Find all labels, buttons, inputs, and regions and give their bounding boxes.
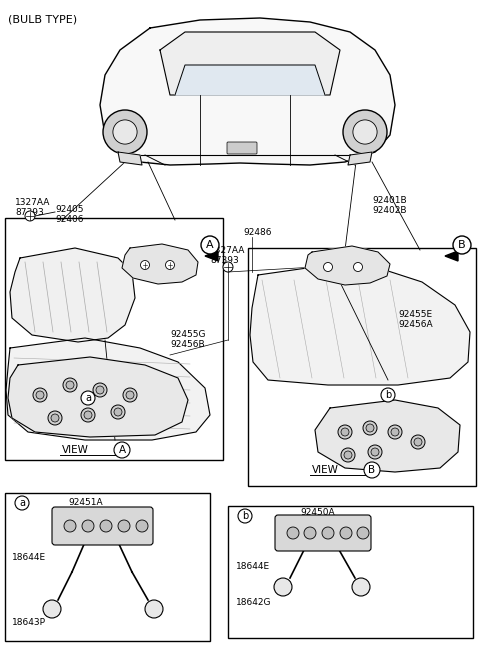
- Circle shape: [274, 578, 292, 596]
- Circle shape: [84, 411, 92, 419]
- Text: 92405
92406: 92405 92406: [55, 205, 84, 224]
- Circle shape: [338, 425, 352, 439]
- Circle shape: [33, 388, 47, 402]
- Polygon shape: [6, 338, 210, 440]
- Circle shape: [111, 405, 125, 419]
- Polygon shape: [348, 152, 372, 165]
- Circle shape: [66, 381, 74, 389]
- Text: 1327AA
87393: 1327AA 87393: [210, 246, 245, 265]
- Text: B: B: [458, 240, 466, 250]
- Text: A: A: [119, 445, 126, 455]
- Polygon shape: [100, 18, 395, 165]
- Circle shape: [63, 378, 77, 392]
- Circle shape: [81, 391, 95, 405]
- Polygon shape: [205, 251, 218, 261]
- Circle shape: [353, 120, 377, 144]
- Text: a: a: [85, 393, 91, 403]
- Circle shape: [145, 600, 163, 618]
- FancyBboxPatch shape: [52, 507, 153, 545]
- Circle shape: [304, 527, 316, 539]
- Circle shape: [166, 261, 175, 269]
- Circle shape: [324, 263, 333, 271]
- Circle shape: [48, 411, 62, 425]
- Circle shape: [453, 236, 471, 254]
- Circle shape: [368, 445, 382, 459]
- Circle shape: [343, 110, 387, 154]
- Text: 92451A: 92451A: [68, 498, 103, 507]
- Circle shape: [414, 438, 422, 446]
- Polygon shape: [118, 152, 142, 165]
- Circle shape: [388, 425, 402, 439]
- Circle shape: [363, 421, 377, 435]
- Circle shape: [341, 448, 355, 462]
- Text: VIEW: VIEW: [312, 465, 339, 475]
- Text: (BULB TYPE): (BULB TYPE): [8, 14, 77, 24]
- Circle shape: [136, 520, 148, 532]
- Circle shape: [141, 261, 149, 269]
- Text: 1327AA
87393: 1327AA 87393: [15, 198, 50, 217]
- Circle shape: [96, 386, 104, 394]
- Circle shape: [340, 527, 352, 539]
- Circle shape: [381, 388, 395, 402]
- Text: b: b: [242, 511, 248, 521]
- Polygon shape: [315, 400, 460, 472]
- Circle shape: [93, 383, 107, 397]
- Circle shape: [123, 388, 137, 402]
- Polygon shape: [175, 65, 325, 95]
- Circle shape: [114, 442, 130, 458]
- Polygon shape: [445, 251, 458, 261]
- Circle shape: [287, 527, 299, 539]
- Polygon shape: [122, 244, 198, 284]
- Text: 92401B
92402B: 92401B 92402B: [372, 196, 407, 215]
- Circle shape: [223, 262, 233, 272]
- Polygon shape: [8, 357, 188, 437]
- Text: b: b: [385, 390, 391, 400]
- Circle shape: [411, 435, 425, 449]
- Polygon shape: [160, 32, 340, 95]
- Circle shape: [238, 509, 252, 523]
- Text: 18644E: 18644E: [236, 562, 270, 571]
- Circle shape: [366, 424, 374, 432]
- Text: B: B: [369, 465, 375, 475]
- Text: 18642G: 18642G: [236, 598, 272, 607]
- Polygon shape: [305, 246, 390, 285]
- Text: 92455G
92456B: 92455G 92456B: [170, 330, 205, 350]
- Circle shape: [201, 236, 219, 254]
- Text: 92450A: 92450A: [300, 508, 335, 517]
- FancyBboxPatch shape: [275, 515, 371, 551]
- Circle shape: [15, 496, 29, 510]
- Circle shape: [344, 451, 352, 459]
- Text: 92455E
92456A: 92455E 92456A: [398, 310, 432, 330]
- Circle shape: [113, 120, 137, 144]
- Circle shape: [25, 211, 35, 221]
- Text: a: a: [19, 498, 25, 508]
- Polygon shape: [250, 265, 470, 385]
- Circle shape: [341, 428, 349, 436]
- Circle shape: [36, 391, 44, 399]
- Circle shape: [118, 520, 130, 532]
- Text: 18643P: 18643P: [12, 618, 46, 627]
- Circle shape: [82, 520, 94, 532]
- Polygon shape: [10, 248, 135, 342]
- Text: 18644E: 18644E: [12, 553, 46, 562]
- Circle shape: [126, 391, 134, 399]
- Text: 92486: 92486: [243, 228, 272, 237]
- Text: A: A: [206, 240, 214, 250]
- FancyBboxPatch shape: [227, 142, 257, 154]
- Circle shape: [357, 527, 369, 539]
- Circle shape: [100, 520, 112, 532]
- Circle shape: [352, 578, 370, 596]
- Circle shape: [43, 600, 61, 618]
- Circle shape: [64, 520, 76, 532]
- Circle shape: [51, 414, 59, 422]
- Circle shape: [81, 408, 95, 422]
- Circle shape: [114, 408, 122, 416]
- Circle shape: [391, 428, 399, 436]
- Circle shape: [364, 462, 380, 478]
- Circle shape: [371, 448, 379, 456]
- Circle shape: [322, 527, 334, 539]
- Circle shape: [103, 110, 147, 154]
- Circle shape: [353, 263, 362, 271]
- Text: VIEW: VIEW: [62, 445, 89, 455]
